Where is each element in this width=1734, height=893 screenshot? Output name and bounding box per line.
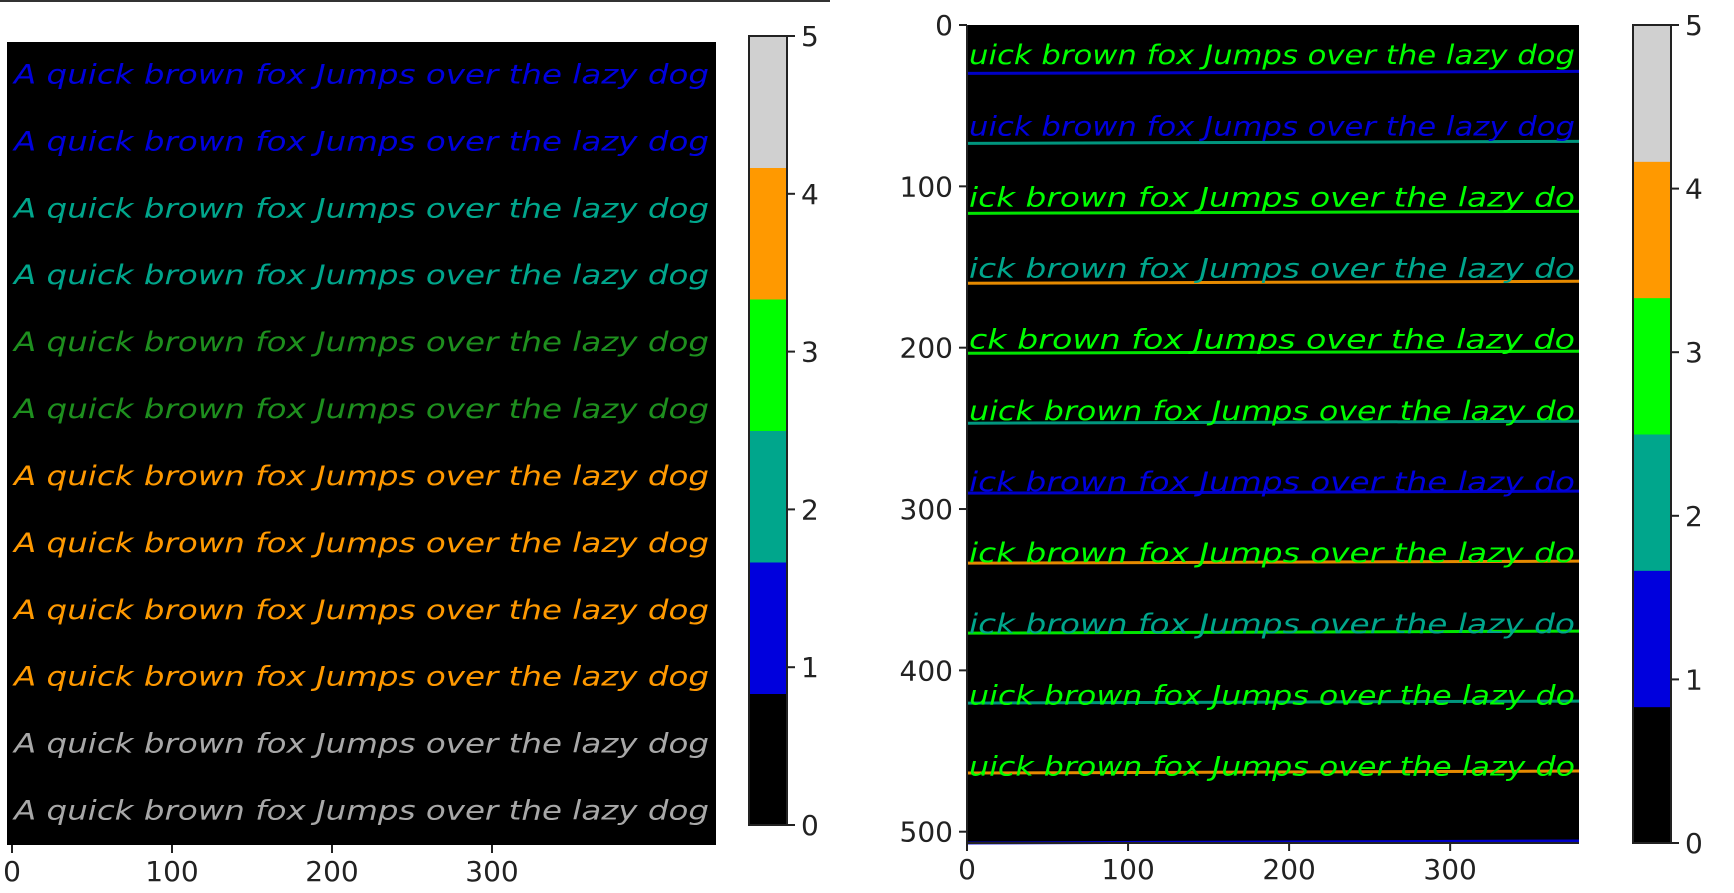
left-image-area (7, 42, 716, 845)
handwriting-line: A quick brown fox Jumps over the lazy do… (12, 461, 709, 492)
left-colorbar: 0 1 2 3 4 5 (748, 20, 819, 842)
colorbar-segment (1633, 297, 1671, 435)
x-tick-label: 0 (3, 855, 21, 888)
colorbar-tick-label: 0 (1685, 827, 1703, 860)
x-tick-label: 100 (145, 855, 198, 888)
scan-line (966, 139, 1580, 145)
right-heatmap: uick brown fox Jumps over the lazy dog ui… (900, 9, 1580, 886)
x-tick-label: 300 (465, 855, 518, 888)
colorbar-tick-label: 2 (1685, 500, 1703, 533)
y-tick-label: 400 (900, 654, 953, 687)
right-image-area (967, 25, 1579, 843)
colorbar-tick-label: 3 (801, 336, 819, 369)
handwriting-line: A quick brown fox Jumps over the lazy do… (12, 595, 709, 626)
colorbar-tick-label: 4 (801, 178, 819, 211)
colorbar-tick-label: 4 (1685, 173, 1703, 206)
handwriting-line: ick brown fox Jumps over the lazy do (969, 609, 1575, 640)
scan-line (966, 699, 1580, 705)
handwriting-line: ick brown fox Jumps over the lazy do (969, 182, 1575, 213)
handwriting-line: uick brown fox Jumps over the lazy do (969, 680, 1575, 711)
left-x-axis: 0 100 200 300 (3, 845, 519, 888)
colorbar-segment (1633, 706, 1671, 844)
y-tick-label: 300 (900, 493, 953, 526)
handwriting-line: ick brown fox Jumps over the lazy do (969, 254, 1575, 285)
y-tick-label: 200 (900, 332, 953, 365)
colorbar-tick-label: 1 (801, 651, 819, 684)
colorbar-frame (748, 35, 788, 826)
handwriting-line: uick brown fox Jumps over the lazy do (969, 751, 1575, 782)
colorbar-segment (1633, 161, 1671, 299)
scan-line (966, 349, 1580, 355)
handwriting-line: uick brown fox Jumps over the lazy do (969, 396, 1575, 427)
colorbar-segment (749, 167, 787, 300)
x-tick-label: 0 (958, 853, 976, 886)
left-handwriting-lines: A quick brown fox Jumps over the lazy do… (12, 59, 709, 826)
handwriting-line: A quick brown fox Jumps over the lazy do… (12, 796, 709, 827)
handwriting-line: A quick brown fox Jumps over the lazy do… (12, 59, 709, 90)
x-tick-label: 200 (1262, 853, 1315, 886)
handwriting-line: A quick brown fox Jumps over the lazy do… (12, 528, 709, 559)
scan-line (966, 279, 1580, 285)
colorbar-segment (749, 36, 787, 168)
scan-line (966, 489, 1580, 495)
scan-line (966, 209, 1580, 215)
scan-line (966, 629, 1580, 635)
colorbar-segment (1633, 25, 1671, 162)
colorbar-segment (1633, 434, 1671, 571)
colorbar-tick-label: 5 (1685, 9, 1703, 42)
colorbar-frame (1632, 24, 1672, 844)
colorbar-tick-label: 0 (801, 809, 819, 842)
colorbar-tick-label: 1 (1685, 663, 1703, 696)
colorbar-tick-label: 2 (801, 493, 819, 526)
x-tick-label: 200 (305, 855, 358, 888)
handwriting-line: A quick brown fox Jumps over the lazy do… (12, 260, 709, 291)
handwriting-line: A quick brown fox Jumps over the lazy do… (12, 729, 709, 760)
handwriting-line: uick brown fox Jumps over the lazy dog (969, 111, 1575, 142)
handwriting-line: A quick brown fox Jumps over the lazy do… (12, 662, 709, 693)
colorbar-tick-label: 3 (1685, 336, 1703, 369)
scan-line (966, 769, 1580, 775)
colorbar-segment (749, 562, 787, 694)
colorbar-tick-label: 5 (801, 20, 819, 53)
handwriting-line: ick brown fox Jumps over the lazy do (969, 538, 1575, 569)
handwriting-line: ick brown fox Jumps over the lazy do (969, 467, 1575, 498)
colorbar-segment (749, 693, 787, 826)
handwriting-line: A quick brown fox Jumps over the lazy do… (12, 394, 709, 425)
y-tick-label: 500 (900, 816, 953, 849)
right-x-axis: 0 100 200 300 (958, 842, 1579, 886)
handwriting-line: uick brown fox Jumps over the lazy dog (969, 40, 1575, 71)
x-tick-label: 100 (1101, 853, 1154, 886)
handwriting-line: A quick brown fox Jumps over the lazy do… (12, 126, 709, 157)
left-heatmap: A quick brown fox Jumps over the lazy do… (3, 42, 716, 888)
right-y-axis: 0 100 200 300 400 500 (900, 9, 968, 849)
scan-line (966, 419, 1580, 425)
colorbar-segment (749, 430, 787, 563)
colorbar-segment (1633, 570, 1671, 708)
y-tick-label: 100 (900, 170, 953, 203)
right-colorbar: 0 1 2 3 4 5 (1632, 9, 1703, 860)
handwriting-line: ck brown fox Jumps over the lazy do (969, 325, 1575, 356)
handwriting-line: A quick brown fox Jumps over the lazy do… (12, 193, 709, 224)
handwriting-line: A quick brown fox Jumps over the lazy do… (12, 327, 709, 358)
right-handwriting-lines: uick brown fox Jumps over the lazy dog ui… (969, 40, 1575, 782)
y-tick-label: 0 (935, 9, 953, 42)
colorbar-segment (749, 299, 787, 431)
x-tick-label: 300 (1423, 853, 1476, 886)
scan-line (966, 69, 1580, 75)
scan-line (966, 559, 1580, 565)
